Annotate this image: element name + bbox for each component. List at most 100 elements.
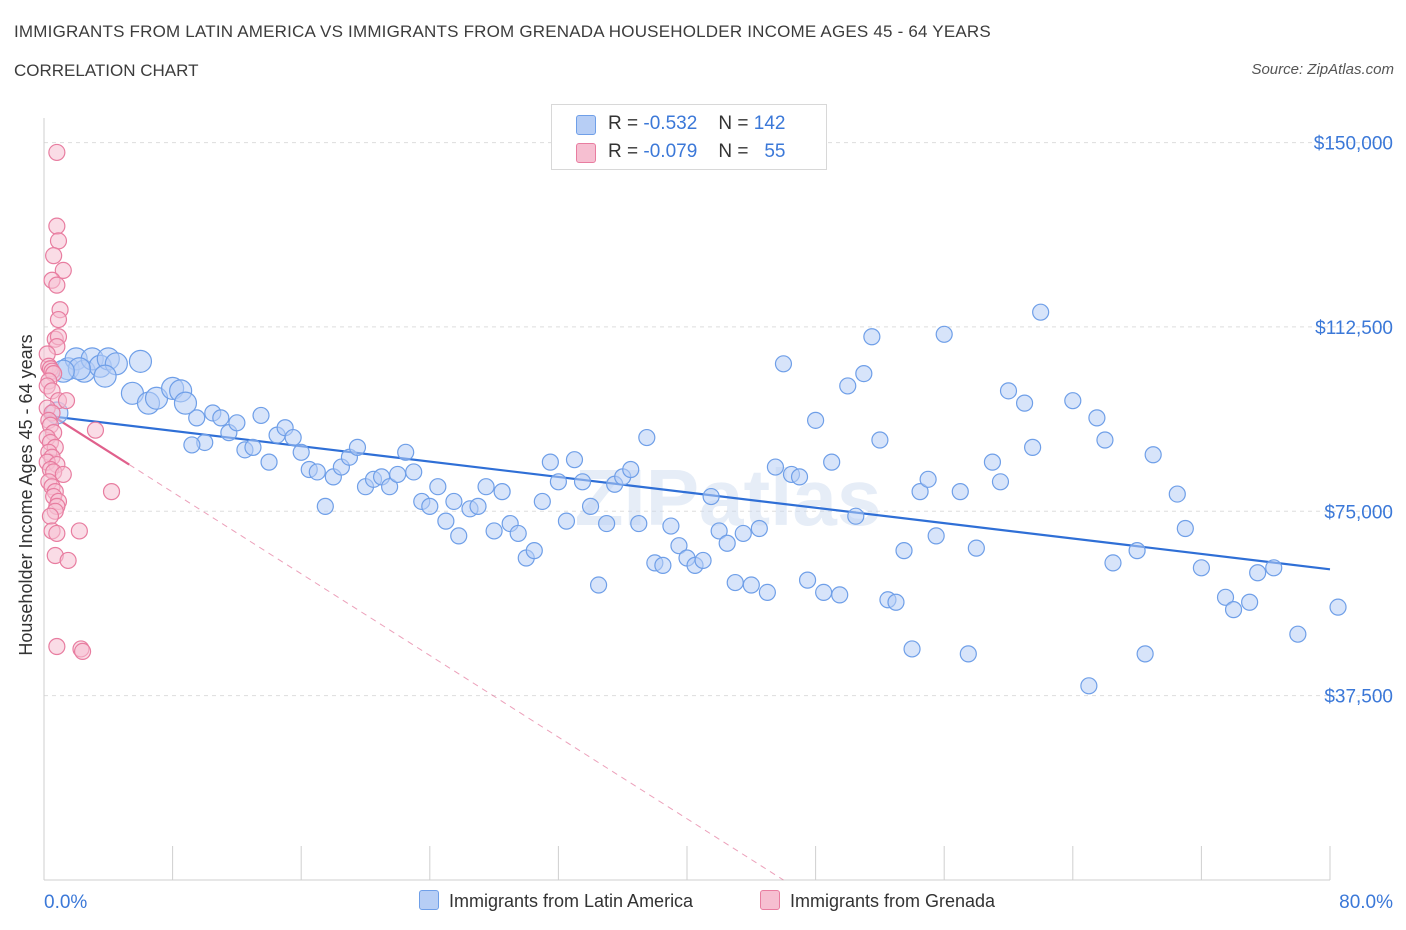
latin-america-point [919, 470, 937, 488]
latin-america-point [437, 512, 455, 530]
legend-r-label: R = [608, 141, 639, 162]
latin-america-point [429, 478, 447, 496]
latin-america-point [485, 522, 503, 540]
latin-america-point [389, 465, 407, 484]
latin-america-point [589, 576, 608, 594]
latin-america-point [557, 512, 576, 530]
latin-america-point [228, 414, 246, 432]
latin-america-point [911, 483, 929, 501]
latin-america-point [831, 586, 849, 604]
bottom-legend-latin-america: Immigrants from Latin America [419, 890, 693, 912]
legend-n-value: 55 [764, 141, 786, 162]
latin-america-point [758, 583, 776, 602]
grenada-point [86, 421, 105, 439]
latin-america-point [1176, 519, 1194, 538]
source-label: Source: ZipAtlas.com [1251, 61, 1394, 78]
grenada-point [73, 642, 92, 661]
latin-america-point [959, 645, 977, 663]
grenada-point [102, 483, 121, 501]
axes [43, 118, 1331, 881]
grenada-point [45, 247, 63, 265]
latin-america-point [1015, 394, 1034, 412]
bottom-legend-swatch-blue [419, 890, 439, 910]
latin-america-point [533, 492, 551, 511]
y-tick-label: $112,500 [1315, 318, 1393, 339]
legend-n-value: 142 [753, 113, 786, 134]
latin-america-point [999, 382, 1018, 400]
latin-america-point [823, 453, 841, 471]
latin-america-point [895, 542, 913, 560]
latin-america-point [1104, 554, 1122, 572]
latin-america-point [525, 542, 543, 560]
latin-america-point [1249, 564, 1267, 582]
latin-america-point [1265, 559, 1283, 577]
grenada-trend-extension [128, 464, 784, 881]
latin-america-point [670, 537, 688, 555]
latin-america-point [565, 451, 584, 469]
legend-swatch-pink [576, 143, 596, 163]
latin-america-point [445, 492, 463, 511]
latin-america-point [598, 514, 616, 533]
latin-america-point [260, 453, 278, 471]
latin-america-point [509, 524, 527, 543]
latin-america-point [348, 438, 367, 456]
latin-america-point [128, 349, 153, 373]
latin-america-point [991, 473, 1010, 491]
latin-america-point [1032, 303, 1050, 321]
latin-america-point [1216, 588, 1235, 606]
y-tick-label: $75,000 [1324, 502, 1393, 523]
latin-america-point [381, 478, 399, 496]
chart-title: IMMIGRANTS FROM LATIN AMERICA VS IMMIGRA… [14, 22, 991, 41]
latin-america-point [549, 473, 568, 491]
latin-america-point [1144, 446, 1162, 464]
latin-america-point [662, 517, 680, 535]
latin-america-point [790, 468, 809, 486]
latin-america-point [654, 556, 672, 574]
latin-america-point [750, 519, 768, 538]
x-tick-label-min: 0.0% [44, 892, 87, 913]
grenada-point [49, 310, 68, 329]
latin-america-point [903, 640, 921, 658]
grenada-point [48, 637, 66, 656]
latin-america-point [1128, 542, 1146, 560]
latin-america-point [469, 497, 487, 515]
grid-lines [44, 142, 1390, 697]
latin-america-point [450, 527, 468, 545]
latin-america-point [212, 409, 230, 427]
legend: R = -0.532 N = 142 R = -0.079 N = 55 [551, 104, 827, 170]
grenada-point [48, 217, 66, 235]
bottom-legend-grenada: Immigrants from Grenada [760, 890, 995, 912]
grenada-point [41, 507, 60, 525]
bottom-legend-label: Immigrants from Latin America [449, 891, 694, 911]
latin-america-point [967, 539, 985, 557]
latin-america-point [694, 551, 712, 570]
latin-america-point [847, 507, 865, 525]
latin-america-point [188, 409, 206, 427]
y-tick-label: $150,000 [1314, 134, 1393, 155]
latin-america-point [1024, 438, 1042, 456]
latin-america-point [252, 406, 270, 425]
grenada-point [49, 232, 68, 250]
latin-america-point [244, 438, 262, 456]
legend-r-value: -0.532 [643, 113, 698, 134]
latin-america-point [541, 453, 559, 471]
latin-america-point [798, 571, 817, 589]
latin-america-point [742, 576, 760, 594]
grenada-point [48, 524, 66, 543]
bottom-legend-label: Immigrants from Grenada [790, 891, 996, 911]
grenada-point [59, 551, 77, 570]
latin-america-point [292, 443, 310, 461]
latin-america-point [573, 473, 592, 491]
latin-america-point [806, 411, 825, 429]
latin-america-point [1192, 559, 1211, 577]
legend-n-label: N = [718, 113, 749, 134]
data-points [38, 143, 1347, 695]
latin-america-point [1241, 593, 1259, 611]
latin-america-point [93, 364, 117, 388]
latin-america-point [493, 483, 511, 501]
chart-subtitle: CORRELATION CHART [14, 61, 199, 80]
axis-labels: $37,500 $75,000 $112,500 $150,000 0.0% 80.0% H… [16, 134, 1393, 913]
legend-r-value: -0.079 [643, 141, 698, 162]
latin-america-point [405, 463, 423, 481]
